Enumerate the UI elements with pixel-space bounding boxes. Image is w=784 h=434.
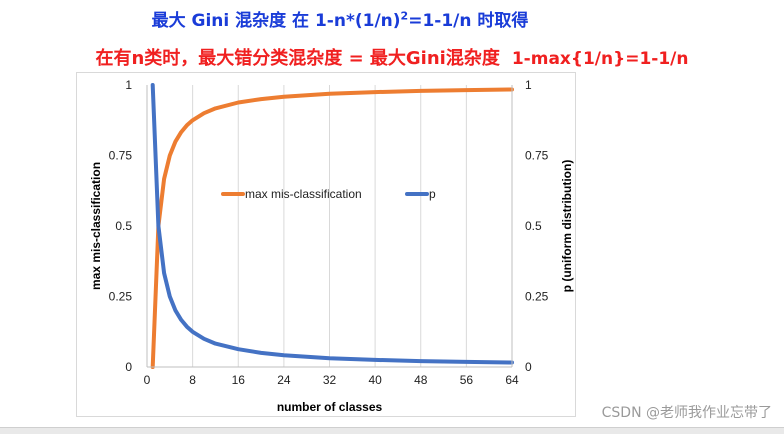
y-tick-label-right: 0.75 [525, 149, 549, 163]
y-tick-label-left: 0.75 [109, 149, 133, 163]
series-line-0 [150, 87, 514, 369]
x-tick-label: 56 [460, 373, 474, 387]
title-misclassification-text: 在有n类时，最大错分类混杂度 = 最大Gini混杂度 [95, 48, 500, 69]
x-tick-label: 48 [414, 373, 428, 387]
x-tick-label: 64 [505, 373, 519, 387]
y-tick-label-left: 0.25 [109, 290, 133, 304]
bottom-scrollbar-strip [0, 427, 784, 434]
series-layer [150, 83, 514, 369]
title-gini: 最大 Gini 混杂度 在 1-n*(1/n)2=1-1/n 时取得 [0, 6, 680, 31]
x-axis-title: number of classes [277, 400, 383, 414]
title-gini-text-a: 最大 Gini 混杂度 在 1-n*(1/n) [151, 11, 401, 31]
title-gini-text-b: =1-1/n 时取得 [408, 11, 529, 31]
x-tick-label: 40 [368, 373, 382, 387]
x-tick-label: 8 [189, 373, 196, 387]
title-gini-superscript: 2 [400, 9, 409, 23]
y-tick-label-left: 1 [125, 78, 132, 92]
y-axis-title-right: p (uniform distribution) [560, 160, 574, 293]
y-tick-label-right: 0.5 [525, 219, 542, 233]
x-tick-label: 24 [277, 373, 291, 387]
chart: 0 8 16 24 32 40 48 56 640 00.25 0.250.5 0.50.75 0.75… [89, 78, 574, 414]
x-tick-label: 32 [323, 373, 337, 387]
title-misclassification-formula: 1-max{1/n}=1-1/n [511, 49, 689, 69]
title-misclassification: 在有n类时，最大错分类混杂度 = 最大Gini混杂度 1-max{1/n}=1-1… [0, 44, 784, 70]
watermark: CSDN @老师我作业忘带了 [601, 405, 772, 421]
chart-frame: 0 8 16 24 32 40 48 56 64 0 0 0.25 0.25 0.5 0.5 0.75 0.75… [76, 72, 576, 417]
series-line-1 [150, 83, 514, 365]
grid [192, 85, 513, 367]
y-axis-title-left: max mis-classification [89, 162, 103, 290]
y-tick-label-left: 0 [125, 360, 132, 374]
legend: max mis-classification p [221, 187, 436, 201]
y-tick-label-right: 0.25 [525, 290, 549, 304]
y-tick-label-right: 1 [525, 78, 532, 92]
legend-label-0: max mis-classification [245, 187, 362, 201]
x-tick-label: 16 [232, 373, 246, 387]
x-tick-label: 0 [144, 373, 151, 387]
legend-label-1: p [429, 187, 436, 201]
axes: 0 8 16 24 32 40 48 56 640 00.25 0.250.5 0.50.75 0.75… [89, 78, 574, 414]
y-tick-label-right: 0 [525, 360, 532, 374]
y-tick-label-left: 0.5 [115, 219, 132, 233]
